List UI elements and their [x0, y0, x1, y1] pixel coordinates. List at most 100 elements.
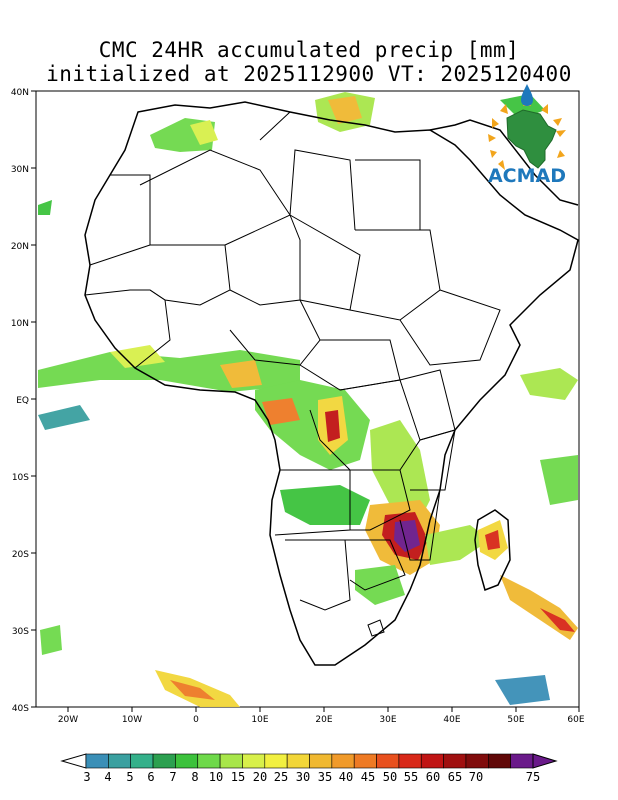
colorbar-label: 7	[169, 770, 176, 784]
lon-label: 20E	[315, 715, 332, 725]
lon-label: 50E	[507, 715, 524, 725]
lat-label: 20N	[11, 242, 29, 252]
acmad-logo: ACMAD	[488, 84, 566, 187]
lon-label: 40E	[443, 715, 460, 725]
colorbar-label: 30	[296, 770, 310, 784]
lat-label: 40S	[12, 704, 29, 714]
colorbar-label: 75	[526, 770, 540, 784]
colorbar-swatch	[465, 753, 489, 769]
precip-guinea-core	[110, 345, 165, 368]
border-lesotho	[367, 619, 385, 637]
colorbar-label: 15	[231, 770, 245, 784]
coastlines	[84, 101, 579, 666]
precip-zimbabwe-core	[394, 520, 420, 552]
colorbar-label: 60	[426, 770, 440, 784]
lat-label: 30S	[12, 627, 29, 637]
colorbar-swatch	[175, 753, 199, 769]
border-libya	[259, 111, 356, 231]
colorbar-swatch	[242, 753, 266, 769]
colorbar-swatch	[331, 753, 355, 769]
border-namibia	[285, 539, 351, 611]
colorbar-swatch	[487, 753, 511, 769]
precip-gabon-core	[262, 398, 300, 425]
lon-label: 20W	[58, 715, 78, 725]
precip-atlantic-west	[40, 625, 62, 655]
colorbar-label: 5	[126, 770, 133, 784]
lon-label: 0	[193, 715, 199, 725]
colorbar-label: 20	[253, 770, 267, 784]
precip-somalia-offshore	[520, 368, 578, 400]
colorbar-boxes	[85, 753, 534, 769]
precip-north-africa-core	[190, 120, 218, 145]
colorbar-swatch	[309, 753, 333, 769]
madagascar-coastline	[474, 509, 511, 591]
lat-label: 20S	[12, 550, 29, 560]
lat-label: EQ	[16, 396, 29, 406]
map-title: CMC 24HR accumulated precip [mm]	[98, 38, 520, 62]
lon-label: 60E	[567, 715, 584, 725]
border-mozambique	[399, 489, 441, 561]
border-niger	[224, 214, 301, 306]
colorbar-swatch	[376, 753, 400, 769]
colorbar-swatch	[443, 753, 467, 769]
colorbar-label: 25	[274, 770, 288, 784]
precip-atlantic-north	[38, 200, 52, 215]
colorbar-swatch	[108, 753, 131, 769]
border-ethiopia	[399, 289, 501, 366]
colorbar-swatch	[85, 753, 109, 769]
border-algeria	[139, 149, 291, 216]
border-chad	[289, 214, 361, 311]
colorbar-label: 35	[318, 770, 332, 784]
precip-equatorial-atlantic	[38, 405, 90, 430]
border-zambia	[350, 469, 411, 531]
border-west-africa	[84, 289, 171, 369]
arabia-coastline	[429, 119, 579, 206]
colorbar-label: 45	[361, 770, 375, 784]
colorbar-label: 8	[191, 770, 198, 784]
colorbar-label: 3	[83, 770, 90, 784]
precip-mozambique-channel	[425, 525, 490, 565]
logo-drop-icon	[521, 84, 533, 106]
lat-label: 10N	[11, 319, 29, 329]
africa-coastline	[84, 101, 579, 666]
logo-africa-icon	[506, 109, 557, 169]
country-borders	[84, 111, 501, 637]
lat-label: 10S	[12, 473, 29, 483]
lat-label: 30N	[11, 165, 29, 175]
colorbar-label: 4	[104, 770, 111, 784]
colorbar-label: 6	[147, 770, 154, 784]
colorbar-swatch	[219, 753, 243, 769]
precip-nigeria-core	[220, 360, 262, 388]
colorbar-swatch	[420, 753, 444, 769]
precip-angola	[280, 485, 370, 525]
lat-labels: 40N 30N 20N 10N EQ 10S 20S 30S 40S	[11, 88, 29, 714]
border-angola	[274, 469, 351, 536]
precip-south-africa	[355, 565, 405, 605]
precip-tunisia-core	[328, 96, 362, 124]
colorbar-swatch	[398, 753, 422, 769]
lon-label: 10E	[251, 715, 268, 725]
logo-text: ACMAD	[488, 165, 566, 187]
lon-axis	[67, 707, 580, 712]
lon-label: 30E	[379, 715, 396, 725]
colorbar-label: 50	[383, 770, 397, 784]
colorbar-swatch	[264, 753, 288, 769]
precip-indian-ocean-core	[540, 608, 575, 632]
colorbar-swatch	[510, 753, 534, 769]
precip-south-atlantic-core	[170, 680, 215, 700]
colorbar-label: 40	[339, 770, 353, 784]
colorbar-labels: 3 4 5 6 7 8 10 15 20 25 30 35 40 45 50 5…	[83, 770, 540, 784]
precip-indian-ocean-east	[540, 455, 578, 505]
border-mauritania	[89, 174, 151, 266]
colorbar-swatch	[286, 753, 310, 769]
precip-drc-core	[325, 410, 340, 442]
colorbar-label: 65	[448, 770, 462, 784]
lat-label: 40N	[11, 88, 29, 98]
border-botswana	[345, 539, 406, 591]
colorbar-min-arrow	[60, 753, 87, 769]
precip-madagascar-core	[485, 530, 500, 550]
colorbar-swatch	[353, 753, 377, 769]
colorbar-label: 70	[469, 770, 483, 784]
colorbar-swatch	[152, 753, 176, 769]
